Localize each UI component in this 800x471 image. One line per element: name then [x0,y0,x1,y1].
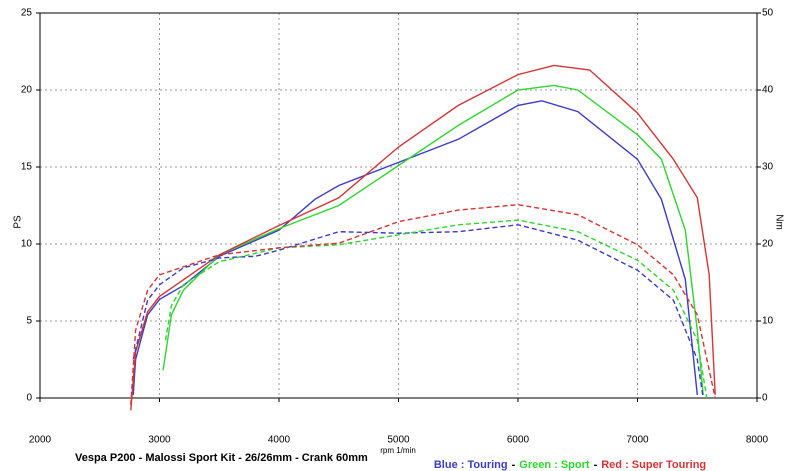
x-axis-label: rpm 1/min [380,446,416,455]
y-axis-label: PS [13,215,24,229]
x-tick-label: 3000 [148,435,171,446]
power-line [130,64,716,411]
y2-tick-label: 40 [762,85,774,96]
x-tick-label: 8000 [746,435,769,446]
legend-separator: - [594,459,598,471]
y-tick-label: 0 [26,393,32,404]
y-tick-label: 20 [21,85,33,96]
legend-separator: - [512,459,516,471]
torque-line [164,219,708,399]
x-tick-label: 4000 [268,435,291,446]
x-tick-label: 7000 [626,435,649,446]
plot-frame [39,12,758,399]
y2-tick-label: 50 [762,8,774,19]
y2-axis-label: Nm [773,214,784,230]
x-tick-label: 5000 [387,435,410,446]
y-tick-label: 10 [21,239,33,250]
y2-tick-label: 0 [762,393,768,404]
x-tick-label: 2000 [29,435,52,446]
y2-tick-label: 10 [762,316,774,327]
torque-line [130,203,716,405]
power-line [162,84,704,395]
y-tick-label: 25 [21,8,33,19]
legend: Blue : Touring - Green : Sport - Red : Super… [434,459,706,471]
power-line [132,100,698,395]
y-tick-label: 15 [21,162,33,173]
y2-tick-label: 20 [762,239,774,250]
chart-title: Vespa P200 - Malossi Sport Kit - 26/26mm… [75,452,368,464]
legend-entry: Red : Super Touring [601,459,706,471]
x-tick-label: 6000 [507,435,530,446]
legend-entry: Green : Sport [519,459,590,471]
y2-tick-label: 30 [762,162,774,173]
legend-entry: Blue : Touring [434,459,508,471]
torque-line [132,224,704,399]
y-tick-label: 5 [26,316,32,327]
